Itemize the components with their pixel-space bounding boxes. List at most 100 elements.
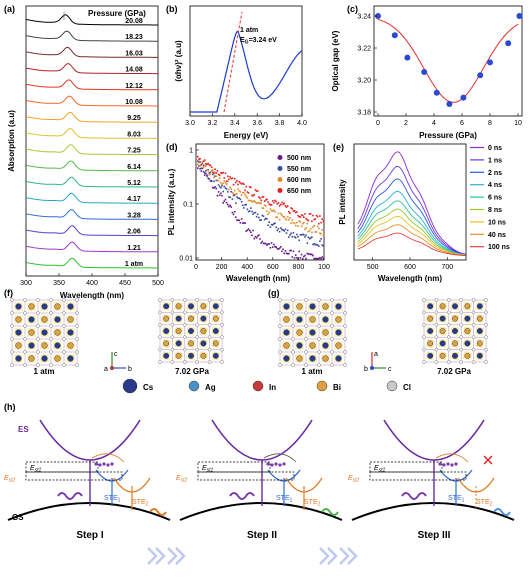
cs-atom — [452, 328, 458, 334]
cl-atom — [158, 360, 162, 364]
panel-d-point — [313, 218, 315, 221]
atom-legend: Cs Ag In Bi Cl — [122, 378, 411, 394]
panel-c-xtick-label: 0 — [376, 120, 380, 127]
panel-d-point — [218, 194, 221, 196]
emitted-photon — [321, 508, 339, 516]
panel-d-point — [291, 219, 294, 221]
cl-atom — [182, 335, 187, 340]
panel-d-point — [291, 208, 294, 210]
panel-d-point — [286, 216, 289, 218]
panel-d-point — [293, 257, 296, 259]
panel-d-point — [284, 205, 287, 207]
panel-d-point — [231, 177, 234, 179]
carrier-dot — [102, 462, 106, 466]
panel-d-point — [217, 179, 220, 182]
bi-atom — [200, 303, 207, 310]
panel-d-point — [312, 243, 314, 246]
cs-atom — [163, 303, 170, 310]
cs-atom — [67, 355, 74, 362]
cl-atom — [207, 360, 212, 364]
panel-d-point — [301, 223, 304, 225]
panel-d-point — [282, 229, 284, 231]
legend-atom-label-bi: Bi — [333, 383, 341, 392]
panel-d-ylabel: PL intensity (a.u.) — [167, 168, 176, 235]
panel-d-point — [253, 200, 256, 202]
cl-atom — [459, 310, 464, 315]
cs-atom — [163, 328, 170, 334]
panel-d-point — [205, 172, 207, 175]
chevron-3 — [339, 547, 358, 565]
es-parabola — [39, 419, 141, 461]
panel-d-point — [300, 253, 303, 256]
panel-d-point — [312, 254, 314, 257]
cl-atom — [170, 310, 175, 315]
cs-atom — [28, 342, 35, 349]
panel-d-ytick-label: 0.01 — [179, 256, 193, 263]
panel-d-point — [199, 161, 201, 163]
panel-d-point — [228, 196, 230, 198]
panel-d-point — [231, 191, 234, 194]
panel-a-series-label-12: 3.28 — [127, 212, 141, 219]
panel-d-point — [296, 221, 298, 224]
panel-d-point — [252, 195, 254, 197]
panel-e-curve-4 — [357, 200, 466, 256]
cl-atom — [220, 310, 224, 315]
est1-main: E — [202, 465, 207, 472]
panel-d-legend: 500 nm 550 nm 600 nm 650 nm — [277, 155, 311, 195]
bi-atom — [309, 316, 316, 323]
panel-d-point — [288, 236, 290, 238]
panel-d-point — [236, 192, 238, 195]
panel-a-series-label-7: 8.03 — [127, 131, 141, 138]
panel-d-point — [260, 199, 262, 202]
panel-d-point — [227, 175, 229, 178]
cs-atom — [15, 303, 22, 310]
panel-d-point — [291, 256, 294, 258]
panel-d-point — [284, 217, 287, 220]
panel-d-point — [294, 254, 297, 256]
panel-d-point — [306, 222, 309, 225]
scheme-gs-label: GS — [12, 513, 24, 522]
panel-d-point — [266, 198, 268, 201]
legend-atom-label-in: In — [269, 383, 276, 392]
panel-e-xtick-label: 500 — [367, 264, 379, 271]
panel-d-points — [197, 155, 325, 260]
ste2-sub: 2 — [146, 502, 149, 508]
blocked-cross — [483, 455, 493, 465]
cl-atom — [317, 324, 321, 328]
panel-d-point — [213, 180, 215, 183]
panel-d-point — [218, 185, 221, 188]
panel-d-point — [214, 171, 216, 173]
panel-e-legend-label-2: 2 ns — [488, 170, 502, 177]
ste1-main: STE — [276, 495, 290, 502]
cl-atom — [304, 350, 308, 354]
axis-g-c: c — [388, 366, 392, 373]
cl-atom — [278, 311, 282, 315]
panel-d-xtick-label: 100 — [318, 264, 330, 271]
bi-atom — [322, 329, 329, 336]
panel-d-point — [309, 227, 312, 230]
panel-d-point — [296, 256, 298, 259]
panel-d-point — [321, 229, 323, 231]
panel-d-point — [206, 169, 208, 171]
panel-label-f: (f) — [4, 288, 13, 298]
panel-d-point — [267, 243, 269, 245]
panel-d-point — [289, 217, 291, 219]
panel-d-point — [252, 229, 254, 232]
panel-d-point — [306, 218, 309, 221]
panel-d-point — [240, 201, 243, 203]
bi-atom — [296, 329, 303, 336]
cl-atom — [422, 298, 426, 302]
panel-d-point — [251, 234, 253, 237]
cl-atom — [62, 298, 66, 302]
panel-a-series-label-2: 16.03 — [125, 50, 143, 57]
panel-d-point — [230, 190, 232, 193]
panel-d-point — [217, 173, 220, 176]
carrier-dot — [282, 462, 286, 466]
panel-d-point — [244, 193, 246, 196]
panel-d-point — [277, 227, 280, 230]
cs-atom — [200, 315, 207, 322]
panel-d-point — [251, 200, 253, 203]
panel-d-point — [244, 222, 246, 224]
